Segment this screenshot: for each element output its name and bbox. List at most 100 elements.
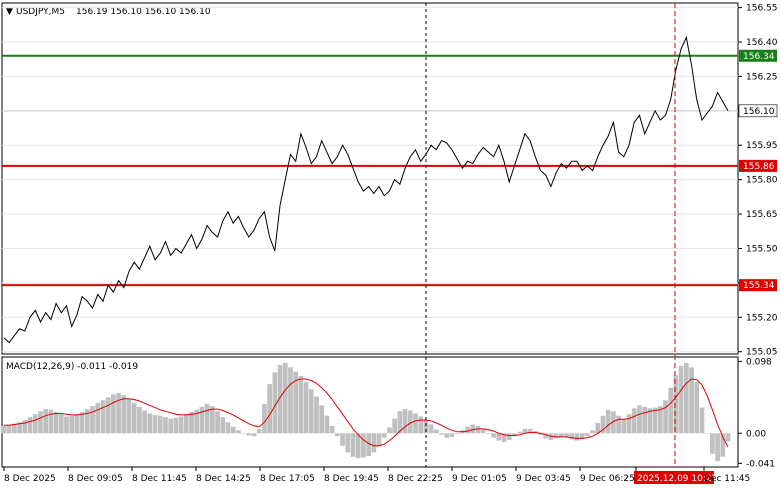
macd-bar (506, 433, 512, 440)
macd-bar (288, 367, 293, 434)
time-tick-label: 9 Dec 06:25 (580, 474, 635, 484)
macd-bar (574, 433, 580, 441)
macd-bar (486, 433, 491, 434)
macd-bar (215, 411, 220, 434)
macd-bar (246, 433, 252, 436)
time-tick-label: Dec 11:45 (704, 474, 750, 484)
macd-bar (517, 431, 522, 434)
macd-bar (616, 415, 621, 434)
macd-bar (558, 433, 564, 437)
macd-bar (58, 414, 64, 434)
macd-bar (637, 405, 642, 434)
macd-bar (303, 381, 309, 434)
macd-bar (543, 433, 549, 439)
macd-bar (111, 394, 116, 434)
macd-bar (168, 418, 174, 434)
macd-bar (267, 384, 272, 434)
time-tick-label: 8 Dec 14:25 (196, 474, 251, 484)
macd-bar (64, 416, 69, 434)
macd-bar (350, 433, 356, 457)
macd-bar (210, 406, 215, 434)
macd-bar (647, 408, 653, 434)
macd-bar (277, 365, 283, 434)
macd-bar (371, 433, 377, 453)
macd-bar (126, 398, 132, 434)
price-pane[interactable] (1, 2, 739, 355)
macd-bar (319, 405, 325, 434)
macd-bar (590, 430, 595, 434)
macd-bar (496, 433, 502, 441)
macd-bar (689, 367, 694, 434)
macd-bar (657, 406, 663, 434)
macd-bar (470, 424, 476, 434)
macd-bar (121, 395, 127, 434)
macd-bar (236, 430, 241, 434)
price-series (3, 35, 729, 344)
macd-bar (553, 433, 559, 439)
macd-bar (32, 414, 38, 434)
macd-bar (262, 403, 267, 434)
macd-tick-label: 0.098 (746, 357, 772, 367)
time-tick-label: 8 Dec 09:05 (68, 474, 123, 484)
macd-bar (397, 411, 403, 434)
macd-bar (704, 433, 710, 434)
signal-line (4, 378, 729, 448)
macd-bar (725, 433, 731, 442)
macd-bar (569, 433, 575, 440)
macd-bar (444, 433, 450, 438)
macd-bar (157, 415, 163, 434)
macd-bar (147, 413, 153, 434)
macd-bar (241, 433, 246, 434)
macd-bar (152, 414, 158, 434)
macd-bar (392, 418, 397, 434)
macd-bar (423, 420, 429, 434)
macd-bar (564, 433, 569, 438)
macd-bar (100, 400, 106, 434)
time-axis: 8 Dec 2025 8 Dec 09:05 8 Dec 11:45 8 Dec 14… (3, 467, 750, 484)
macd-bar (538, 433, 543, 435)
macd-bar (512, 433, 517, 437)
price-tick-label: 155.20 (746, 313, 778, 323)
macd-bar (335, 433, 340, 437)
macd-histogram (1, 362, 731, 462)
macd-bar (402, 409, 408, 434)
macd-bar (595, 423, 601, 434)
macd-bar (381, 433, 387, 438)
macd-bar (642, 406, 648, 434)
time-tick-label: 8 Dec 22:25 (388, 474, 443, 484)
macd-label: MACD(12,26,9) -0.011 -0.019 (6, 362, 138, 372)
macd-bar (361, 433, 366, 458)
macd-bar (204, 403, 210, 434)
macd-bar (678, 365, 684, 434)
macd-bar (710, 433, 715, 454)
macd-bar (105, 397, 111, 434)
macd-bar (433, 429, 439, 434)
level-tag-label: 156.34 (743, 52, 775, 62)
price-tick-label: 156.55 (746, 4, 778, 14)
macd-bar (183, 414, 189, 434)
time-tick-label: 9 Dec 01:05 (452, 474, 507, 484)
time-tick-label: 8 Dec 19:45 (324, 474, 379, 484)
macd-bar (230, 426, 236, 434)
macd-bar (366, 433, 371, 456)
macd-bar (673, 375, 679, 434)
price-tick-label: 155.65 (746, 210, 778, 220)
macd-bar (631, 408, 637, 434)
price-tick-label: 155.80 (746, 176, 778, 186)
macd-bar (6, 424, 12, 434)
macd-bar (298, 376, 304, 434)
macd-bar (324, 415, 330, 434)
macd-bar (256, 428, 262, 434)
macd-bar (173, 417, 179, 434)
macd-bar (137, 406, 142, 434)
macd-bar (715, 433, 720, 462)
price-tick-label: 156.40 (746, 38, 778, 48)
time-cursor-label: 2025.12.09 10:25 (637, 474, 717, 484)
price-levels: 156.34 155.86 155.34 156.10 (2, 49, 778, 292)
macd-bar (189, 412, 194, 434)
macd-bar (683, 362, 689, 434)
macd-bar (522, 428, 528, 434)
macd-bar (501, 433, 507, 443)
macd-bar (69, 415, 75, 434)
macd-bar (345, 433, 351, 453)
